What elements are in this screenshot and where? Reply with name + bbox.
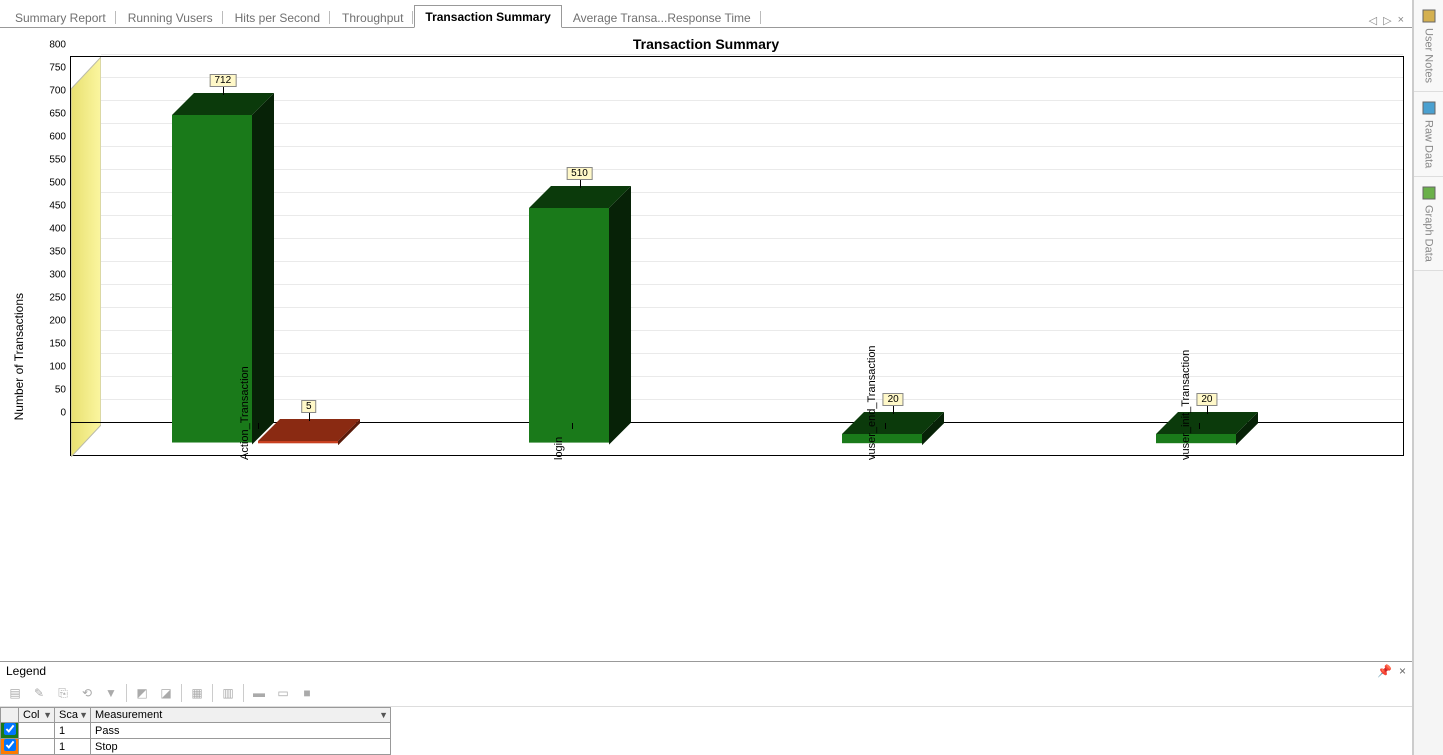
value-label: 510	[566, 167, 593, 180]
dropdown-icon[interactable]: ▼	[43, 710, 52, 720]
y-tick: 600	[49, 132, 66, 143]
legend-checkbox[interactable]	[4, 739, 16, 751]
toolbar-btn-9[interactable]: ▬	[248, 682, 270, 704]
side-tab-label: User Notes	[1423, 28, 1435, 83]
y-tick: 750	[49, 63, 66, 74]
x-label: vuser_end_Transaction	[866, 345, 878, 460]
chart-title: Transaction Summary	[0, 28, 1412, 56]
legend-row[interactable]: 1Stop	[1, 739, 391, 755]
value-label: 20	[883, 393, 904, 406]
toolbar-btn-1[interactable]: ▤	[4, 682, 26, 704]
toolbar-btn-filter[interactable]: ▼	[100, 682, 122, 704]
legend-panel: Legend 📌 × ▤ ✎ ⎘ ⟲ ▼ ◩ ◪ ▦ ▥ ▬ ▭ ■ Col▼S…	[0, 661, 1412, 755]
y-tick: 350	[49, 247, 66, 258]
chart-panel: Transaction Summary Number of Transactio…	[0, 28, 1412, 661]
y-tick: 550	[49, 155, 66, 166]
side-tab-icon	[1421, 100, 1437, 116]
value-label: 20	[1196, 393, 1217, 406]
x-label: login	[553, 437, 565, 460]
value-label: 712	[209, 74, 236, 87]
toolbar-btn-4[interactable]: ⟲	[76, 682, 98, 704]
side-tab-label: Graph Data	[1423, 205, 1435, 262]
side-tab-icon	[1421, 8, 1437, 24]
y-tick: 450	[49, 201, 66, 212]
side-tab-raw-data[interactable]: Raw Data	[1414, 92, 1443, 177]
bar[interactable]	[172, 93, 274, 445]
tab-throughput[interactable]: Throughput	[331, 6, 414, 28]
side-tab-user-notes[interactable]: User Notes	[1414, 0, 1443, 92]
legend-title: Legend	[6, 664, 46, 678]
dropdown-icon[interactable]: ▼	[379, 710, 388, 720]
tab-close[interactable]: ×	[1398, 14, 1404, 27]
tab-average-transa-response-time[interactable]: Average Transa...Response Time	[562, 6, 762, 28]
y-axis: 0 50 100 150 200 250 300 350 400 450 500 550 600 650 7…	[30, 56, 70, 456]
legend-scale: 1	[55, 723, 91, 739]
tab-transaction-summary[interactable]: Transaction Summary	[414, 5, 561, 28]
dropdown-icon[interactable]: ▼	[79, 710, 88, 720]
legend-table[interactable]: Col▼Sca▼Measurement▼1Pass1Stop	[0, 707, 391, 755]
side-tab-label: Raw Data	[1423, 120, 1435, 168]
toolbar-btn-6[interactable]: ◪	[155, 682, 177, 704]
toolbar-btn-11[interactable]: ■	[296, 682, 318, 704]
tab-nav-left[interactable]: ◁	[1369, 14, 1377, 27]
tab-summary-report[interactable]: Summary Report	[4, 6, 117, 28]
y-tick: 300	[49, 270, 66, 281]
y-tick: 700	[49, 86, 66, 97]
side-tab-graph-data[interactable]: Graph Data	[1414, 177, 1443, 271]
y-axis-label: Number of Transactions	[8, 293, 30, 420]
y-tick: 500	[49, 178, 66, 189]
tab-running-vusers[interactable]: Running Vusers	[117, 6, 224, 28]
tab-controls: ◁ ▷ ×	[1369, 14, 1408, 27]
y-tick: 150	[49, 339, 66, 350]
x-label: vuser_init_Transaction	[1180, 350, 1192, 460]
bar[interactable]	[529, 186, 631, 445]
y-tick: 650	[49, 109, 66, 120]
y-tick: 50	[55, 385, 66, 396]
legend-col-header[interactable]	[1, 708, 19, 723]
legend-pin-icon[interactable]: 📌	[1377, 664, 1392, 678]
toolbar-btn-10[interactable]: ▭	[272, 682, 294, 704]
legend-col-header[interactable]: Col▼	[19, 708, 55, 723]
toolbar-btn-7[interactable]: ▦	[186, 682, 208, 704]
y-tick: 0	[60, 408, 66, 419]
legend-color-cell	[19, 723, 55, 739]
bar[interactable]	[842, 412, 944, 445]
x-label: Action_Transaction	[239, 366, 251, 460]
legend-checkbox[interactable]	[4, 723, 16, 735]
legend-col-header[interactable]: Sca▼	[55, 708, 91, 723]
y-tick: 400	[49, 224, 66, 235]
legend-toolbar: ▤ ✎ ⎘ ⟲ ▼ ◩ ◪ ▦ ▥ ▬ ▭ ■	[0, 680, 1412, 707]
bar[interactable]	[258, 419, 360, 445]
side-panels: User Notes Raw Data Graph Data	[1413, 0, 1443, 755]
legend-measurement: Pass	[91, 723, 391, 739]
y-tick: 200	[49, 316, 66, 327]
tab-nav-right[interactable]: ▷	[1383, 14, 1391, 27]
toolbar-btn-8[interactable]: ▥	[217, 682, 239, 704]
toolbar-btn-2[interactable]: ✎	[28, 682, 50, 704]
side-tab-icon	[1421, 185, 1437, 201]
chart-plot-area[interactable]: 712 5 510 20 20	[70, 56, 1404, 456]
x-axis-labels: Action_Transactionloginvuser_end_Transac…	[70, 456, 1404, 606]
y-tick: 800	[49, 40, 66, 51]
y-tick: 100	[49, 362, 66, 373]
legend-close-icon[interactable]: ×	[1399, 664, 1406, 678]
toolbar-btn-3[interactable]: ⎘	[52, 682, 74, 704]
legend-color-cell	[19, 739, 55, 755]
legend-row[interactable]: 1Pass	[1, 723, 391, 739]
y-tick: 250	[49, 293, 66, 304]
bar[interactable]	[1156, 412, 1258, 445]
tab-bar: Summary ReportRunning VusersHits per Sec…	[0, 0, 1412, 28]
legend-scale: 1	[55, 739, 91, 755]
legend-measurement: Stop	[91, 739, 391, 755]
legend-col-header[interactable]: Measurement▼	[91, 708, 391, 723]
tab-hits-per-second[interactable]: Hits per Second	[224, 6, 331, 28]
toolbar-btn-5[interactable]: ◩	[131, 682, 153, 704]
value-label: 5	[301, 400, 317, 413]
